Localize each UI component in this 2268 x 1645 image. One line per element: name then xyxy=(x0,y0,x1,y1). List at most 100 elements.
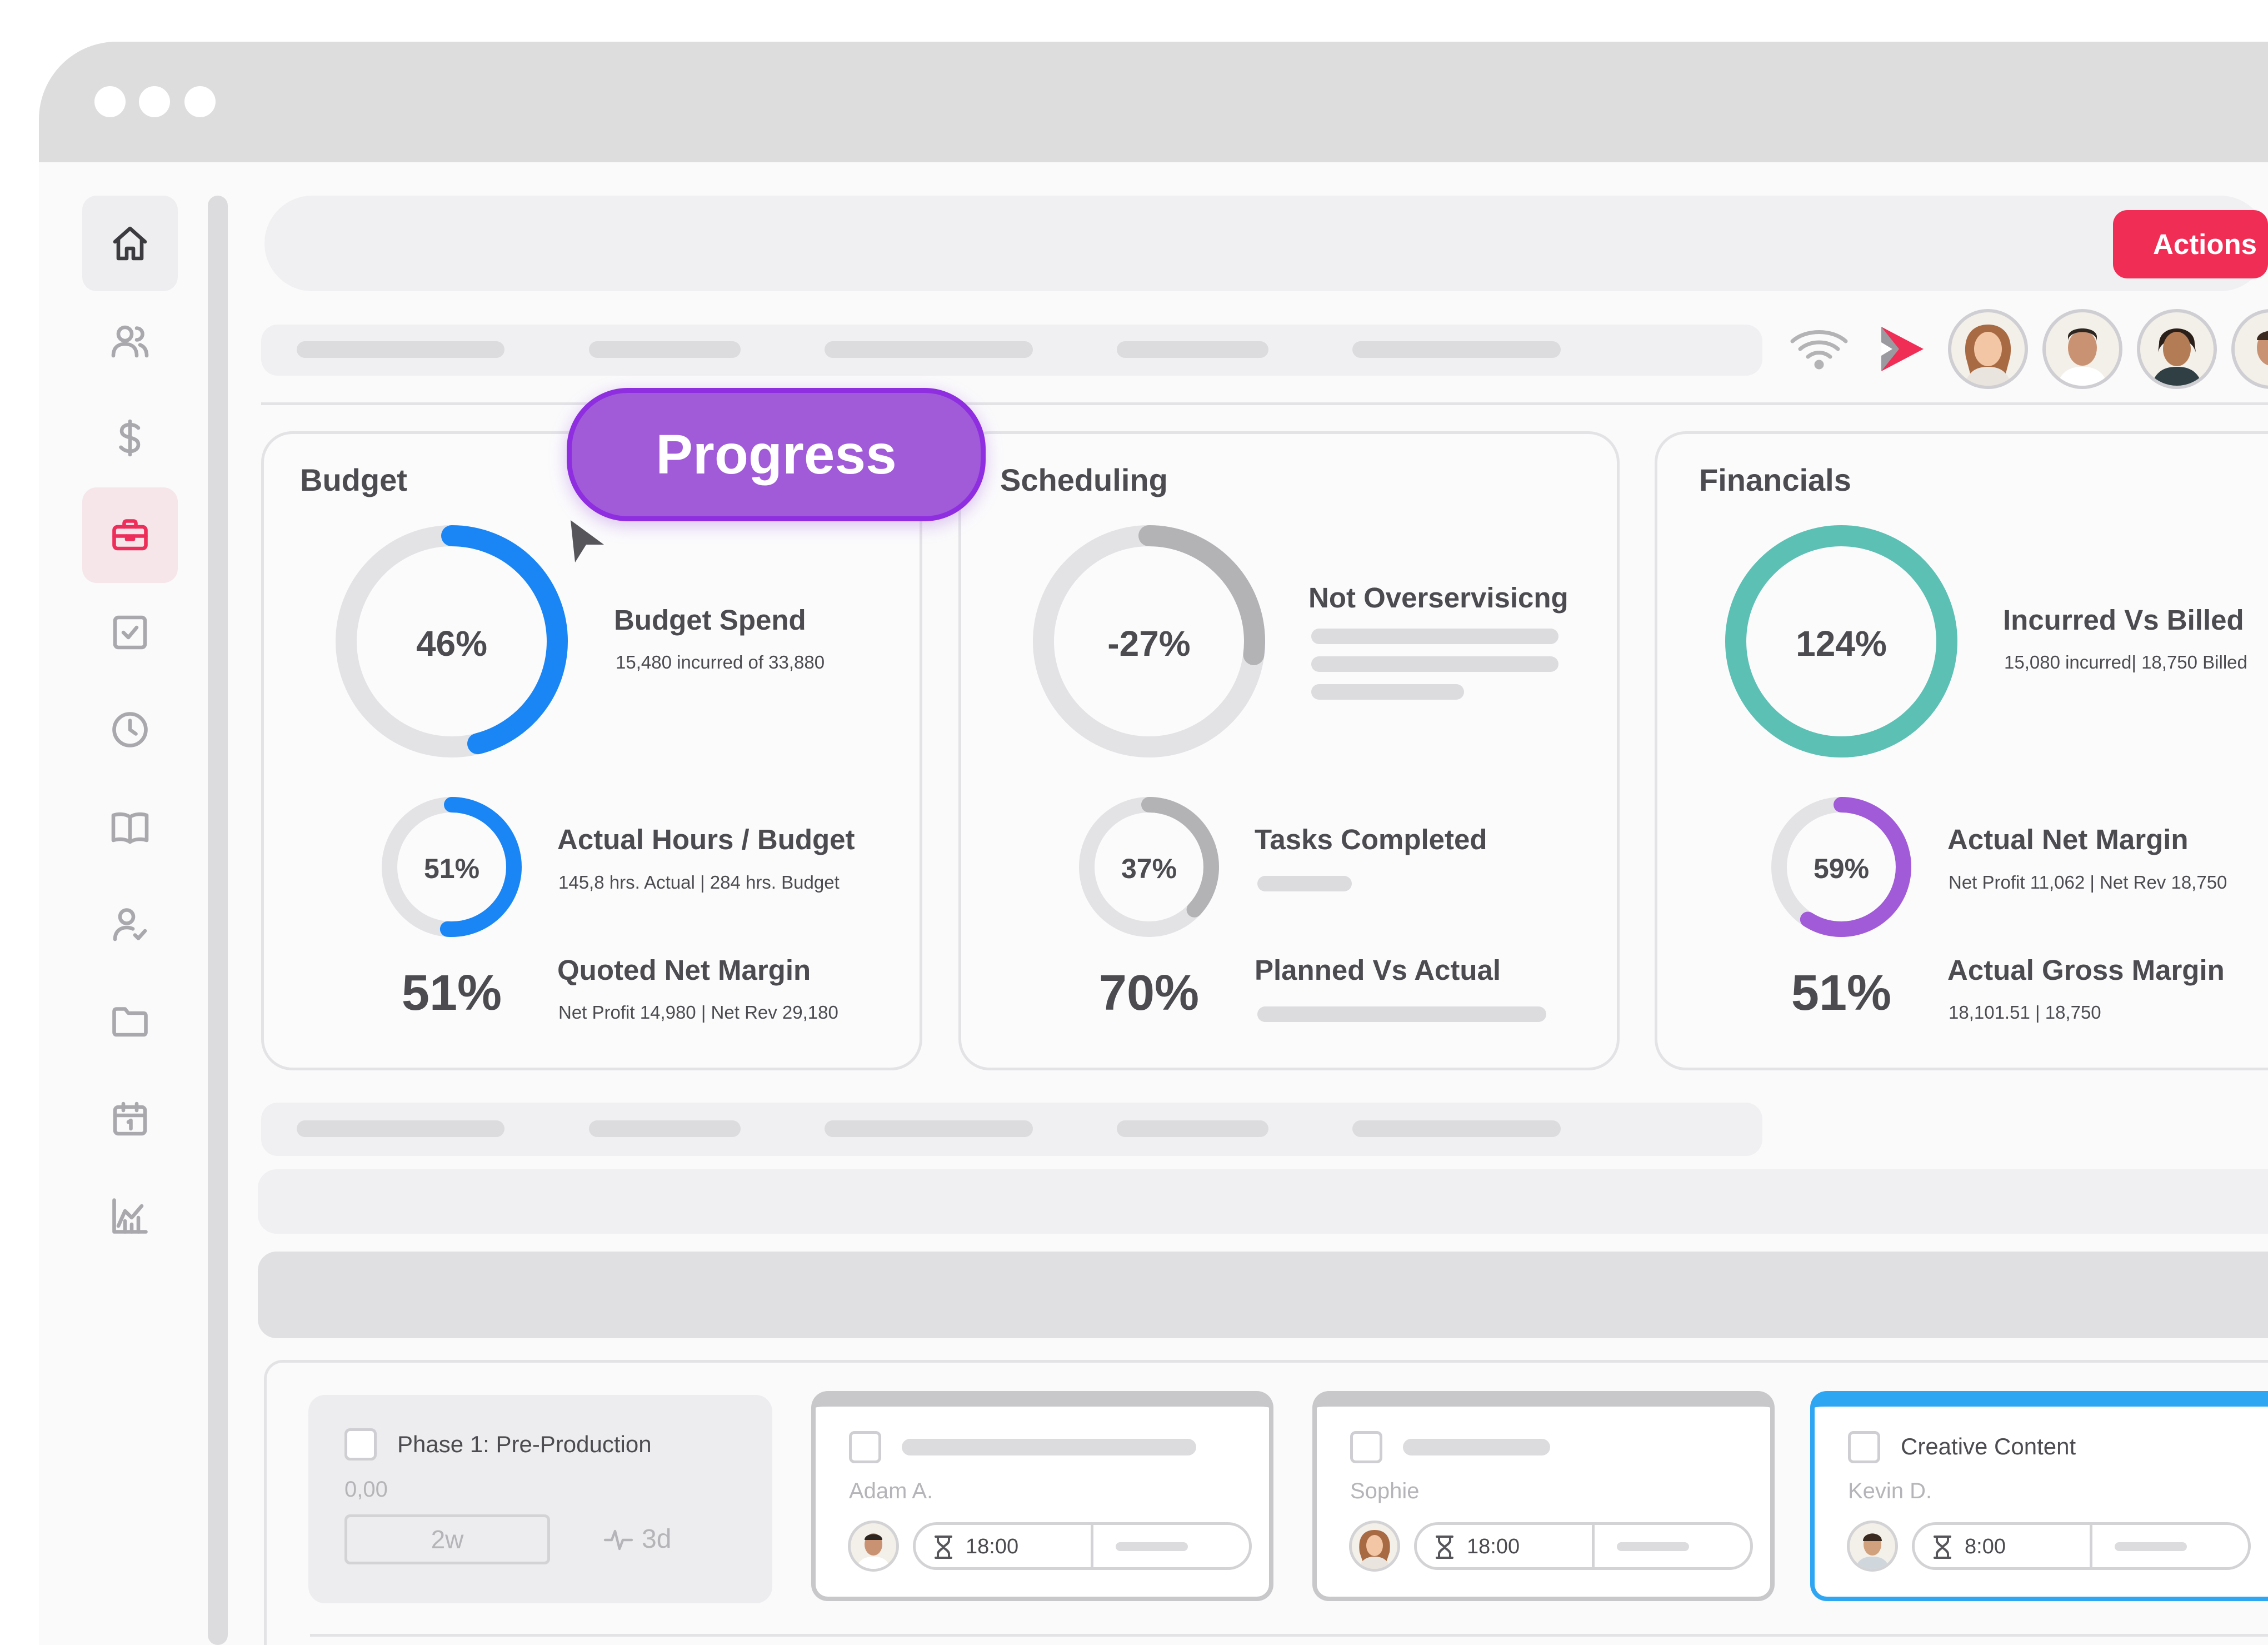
budget-spend-title: Budget Spend xyxy=(614,604,806,636)
actual-hours-sub: 145,8 hrs. Actual | 284 hrs. Budget xyxy=(558,872,840,893)
book-icon xyxy=(111,812,149,844)
sidebar-item-projects[interactable] xyxy=(82,487,178,583)
assignee-avatar[interactable] xyxy=(848,1521,899,1572)
quoted-net-margin-title: Quoted Net Margin xyxy=(557,954,811,986)
tab-placeholder[interactable] xyxy=(825,341,1033,358)
title-bar xyxy=(39,42,2268,162)
text-placeholder xyxy=(1311,684,1464,700)
task-board-divider xyxy=(310,1634,2268,1637)
tab-placeholder[interactable] xyxy=(589,1120,741,1137)
folder-icon xyxy=(112,1007,148,1037)
tab-placeholder[interactable] xyxy=(297,1120,504,1137)
avatar[interactable] xyxy=(2137,309,2217,389)
phase-checkbox[interactable] xyxy=(344,1428,377,1460)
tab-placeholder[interactable] xyxy=(297,341,504,358)
wifi-icon[interactable] xyxy=(1788,326,1850,372)
time-pill[interactable]: 8:00 xyxy=(1912,1522,2251,1570)
user-check-icon xyxy=(113,908,147,941)
calendar-icon xyxy=(113,1101,147,1136)
task-card[interactable]: Sophie 18:00 xyxy=(1312,1391,1775,1601)
quoted-net-margin-percent: 51% xyxy=(401,965,502,1021)
actual-gross-margin-title: Actual Gross Margin xyxy=(1947,954,2225,986)
sidebar-item-home[interactable] xyxy=(82,196,178,291)
sidebar-item-docs[interactable] xyxy=(82,779,178,875)
incurred-vs-billed-percent: 124% xyxy=(1796,624,1887,664)
time-placeholder xyxy=(1116,1542,1188,1551)
window-dot[interactable] xyxy=(139,86,170,117)
task-assignee: Kevin D. xyxy=(1848,1479,1932,1503)
tab-placeholder[interactable] xyxy=(1117,341,1268,358)
sidebar-item-tasks[interactable] xyxy=(82,585,178,680)
play-icon[interactable] xyxy=(1877,322,1928,376)
not-overservicing-percent: -27% xyxy=(1107,624,1191,664)
hourglass-icon xyxy=(932,1535,955,1559)
dollar-icon xyxy=(119,419,141,457)
scheduling-card: Scheduling -27% Not Overservisicng 37% T… xyxy=(958,431,1620,1070)
actual-hours-title: Actual Hours / Budget xyxy=(557,824,855,855)
text-placeholder xyxy=(1311,629,1558,644)
sidebar-item-team[interactable] xyxy=(82,876,178,972)
task-checkbox[interactable] xyxy=(849,1431,881,1463)
incurred-vs-billed-sub: 15,080 incurred| 18,750 Billed xyxy=(2004,652,2247,672)
sidebar-scrollbar[interactable] xyxy=(208,196,228,1645)
sidebar-item-finance[interactable] xyxy=(82,390,178,486)
planned-vs-actual-title: Planned Vs Actual xyxy=(1255,954,1501,986)
tab-placeholder[interactable] xyxy=(1117,1120,1268,1137)
filter-bar[interactable] xyxy=(258,1169,2268,1234)
tab-placeholder[interactable] xyxy=(1352,341,1561,358)
actual-net-margin-title: Actual Net Margin xyxy=(1947,824,2189,855)
actual-gross-margin-percent: 51% xyxy=(1791,965,1892,1021)
task-card[interactable]: Adam A. 18:00 xyxy=(811,1391,1273,1601)
time-value: 8:00 xyxy=(1965,1535,2006,1558)
budget-spend-sub: 15,480 incurred of 33,880 xyxy=(616,652,825,672)
section-divider xyxy=(261,402,2268,405)
progress-tooltip-label: Progress xyxy=(656,423,897,486)
phase-card[interactable]: Phase 1: Pre-Production 0,00 2w 3d xyxy=(308,1395,772,1603)
time-value: 18:00 xyxy=(966,1535,1019,1558)
avatar[interactable] xyxy=(1948,309,2028,389)
assignee-avatar[interactable] xyxy=(1847,1521,1898,1572)
phase-value: 0,00 xyxy=(344,1477,388,1502)
task-checkbox[interactable] xyxy=(1350,1431,1382,1463)
window-dot[interactable] xyxy=(94,86,126,117)
sidebar-item-reports[interactable] xyxy=(82,1168,178,1264)
sidebar-item-users[interactable] xyxy=(82,293,178,388)
tab-placeholder[interactable] xyxy=(1352,1120,1561,1137)
sidebar-item-files[interactable] xyxy=(82,974,178,1069)
window-dot[interactable] xyxy=(184,86,216,117)
sidebar-item-time[interactable] xyxy=(82,682,178,777)
task-card-selected[interactable]: Creative Content Kevin D. 8:00 xyxy=(1810,1391,2268,1601)
time-pill[interactable]: 18:00 xyxy=(1414,1522,1753,1570)
tab-placeholder[interactable] xyxy=(589,341,741,358)
task-assignee: Sophie xyxy=(1350,1479,1420,1503)
actual-hours-percent: 51% xyxy=(423,853,480,884)
actual-net-margin-percent: 59% xyxy=(1813,853,1870,884)
task-title: Creative Content xyxy=(1901,1433,2076,1459)
task-title-placeholder xyxy=(1403,1439,1550,1455)
tab-placeholder[interactable] xyxy=(825,1120,1033,1137)
hourglass-icon xyxy=(1433,1535,1456,1559)
duration-value: 2w xyxy=(431,1525,464,1554)
not-overservicing-title: Not Overservisicng xyxy=(1308,582,1568,614)
tasks-completed-ring xyxy=(1079,797,1219,937)
assignee-avatar[interactable] xyxy=(1349,1521,1400,1572)
actions-button[interactable]: Actions xyxy=(2113,210,2268,278)
task-checkbox[interactable] xyxy=(1848,1431,1880,1463)
time-value: 18:00 xyxy=(1467,1535,1520,1558)
task-title-placeholder xyxy=(902,1439,1196,1455)
checkbox-icon xyxy=(113,615,147,650)
actual-net-margin-ring xyxy=(1771,797,1911,937)
pill-divider xyxy=(2090,1525,2092,1567)
time-pill[interactable]: 18:00 xyxy=(913,1522,1252,1570)
actual-gross-margin-sub: 18,101.51 | 18,750 xyxy=(1949,1002,2101,1023)
top-header-bar xyxy=(264,196,2268,291)
sidebar-item-calendar[interactable] xyxy=(82,1071,178,1167)
progress-tooltip[interactable]: Progress xyxy=(567,388,986,521)
text-placeholder xyxy=(1257,1006,1546,1022)
duration-field[interactable]: 2w xyxy=(344,1514,550,1564)
budget-spend-ring xyxy=(336,525,568,757)
actions-button-label: Actions xyxy=(2153,228,2257,260)
card-title: Budget xyxy=(300,462,407,497)
avatar[interactable] xyxy=(2042,309,2122,389)
time-placeholder xyxy=(1617,1542,1689,1551)
